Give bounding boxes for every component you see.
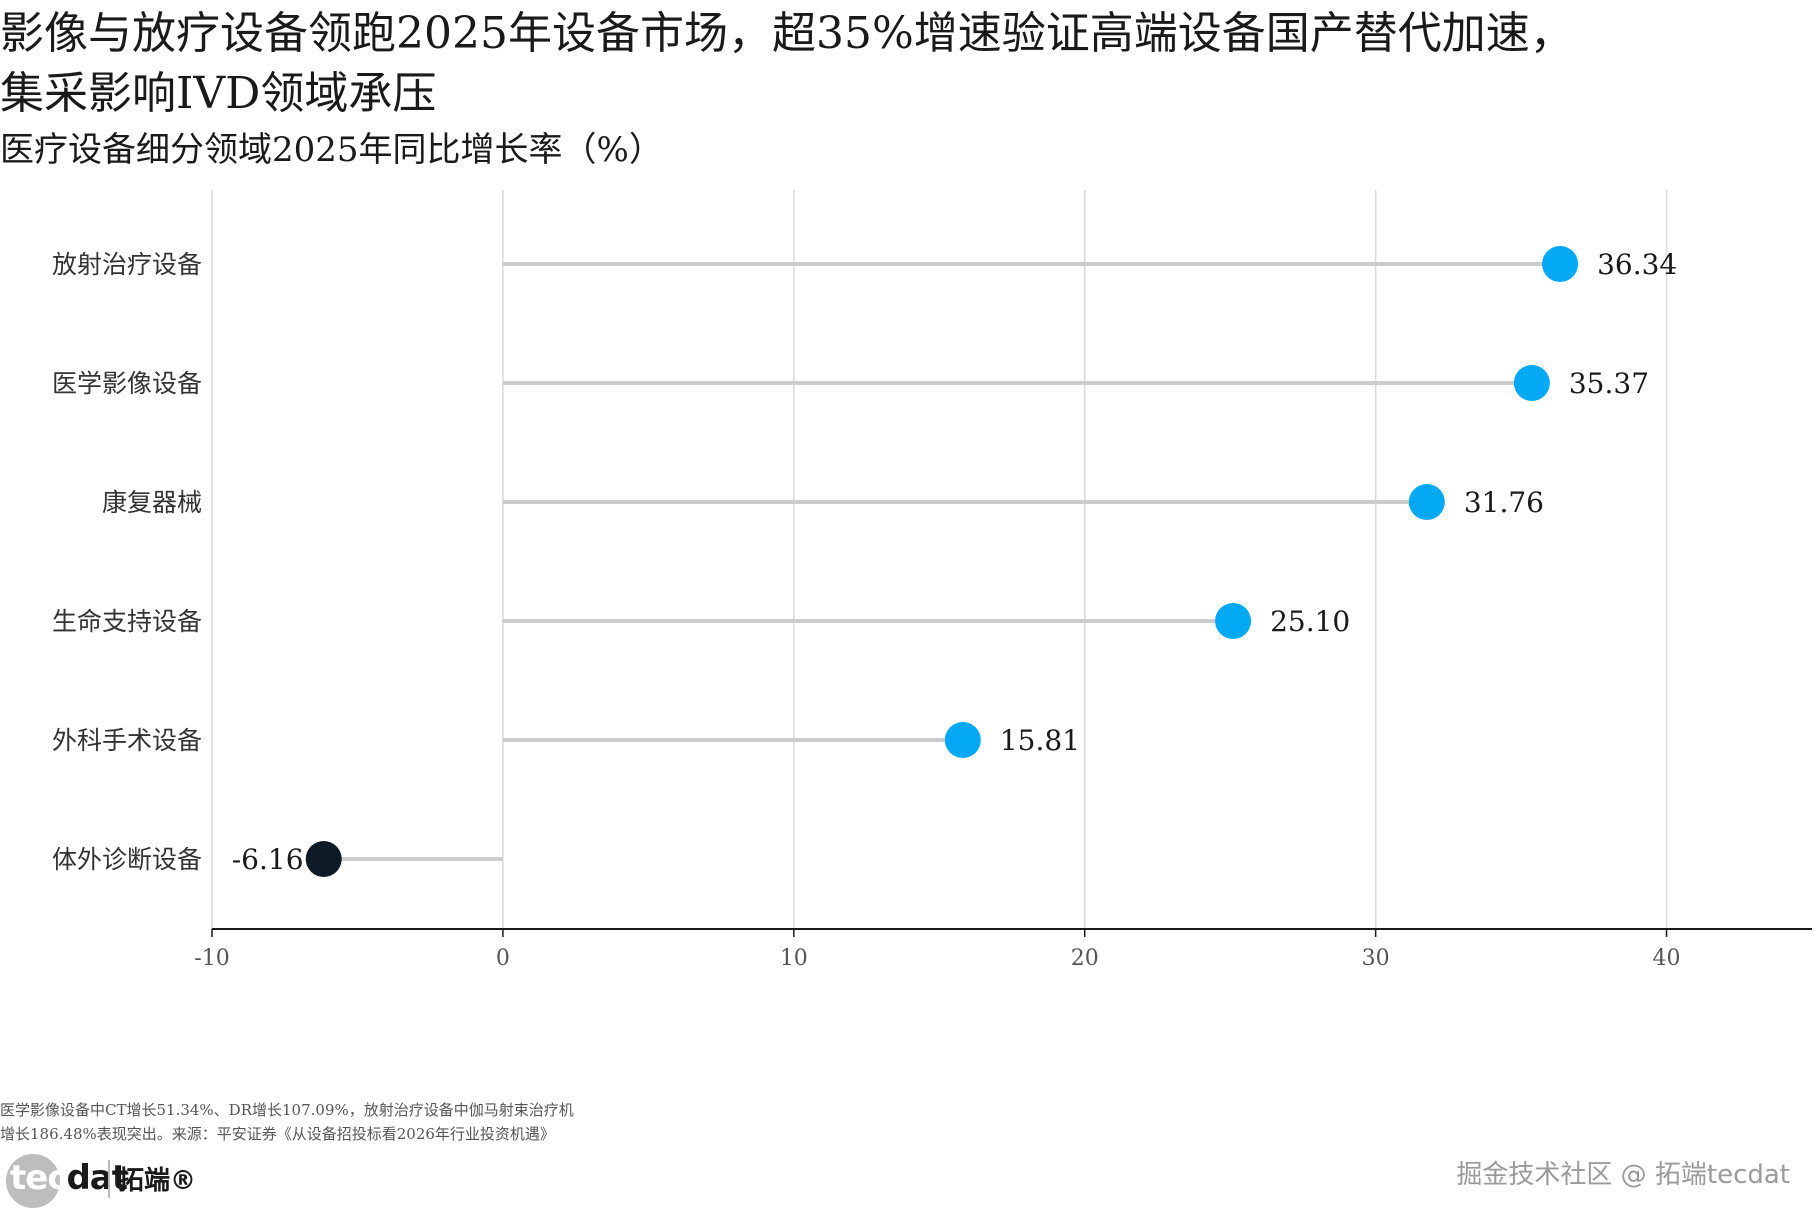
x-tick-label: 30 bbox=[1362, 946, 1390, 971]
chart-title-line-2: 集采影响IVD领域承压 bbox=[0, 68, 437, 119]
category-label: 医学影像设备 bbox=[52, 369, 202, 398]
logo-wordmark-tec: tec bbox=[10, 1158, 67, 1198]
category-label: 体外诊断设备 bbox=[52, 845, 202, 874]
x-tick-label: 10 bbox=[780, 946, 808, 971]
value-label: 35.37 bbox=[1569, 367, 1649, 400]
x-axis: -10 0 10 20 30 40 bbox=[194, 928, 1812, 971]
x-tick-label: 40 bbox=[1653, 946, 1681, 971]
grid-lines bbox=[211, 190, 1668, 929]
logo-circle bbox=[6, 1154, 60, 1208]
lollipop-dot bbox=[1408, 484, 1445, 520]
logo-wordmark: tecdat bbox=[10, 1158, 128, 1198]
lollipop-dot bbox=[1215, 603, 1252, 639]
lollipop-dot bbox=[944, 722, 981, 758]
source-note-line-1: 医学影像设备中CT增长51.34%、DR增长107.09%，放射治疗设备中伽马射… bbox=[0, 1101, 574, 1119]
value-label: 15.81 bbox=[1000, 724, 1080, 757]
lollipop-chart: -10 0 10 20 30 40 放射治疗设备 36.34 医学影像设备 35.37 康复器械 3… bbox=[52, 190, 1812, 971]
watermark: 掘金技术社区 @ 拓端tecdat bbox=[1456, 1160, 1790, 1190]
category-label: 康复器械 bbox=[102, 488, 202, 517]
logo-divider bbox=[108, 1160, 110, 1198]
logo-chinese-name: 拓端® bbox=[118, 1166, 197, 1196]
chart-title: 影像与放疗设备领跑2025年设备市场，超35%增速验证高端设备国产替代加速， 集… bbox=[0, 4, 1780, 124]
x-tick-label: 20 bbox=[1071, 946, 1099, 971]
lollipop-dot bbox=[1542, 246, 1579, 282]
logo-wordmark-dat: dat bbox=[66, 1158, 128, 1198]
value-label: 31.76 bbox=[1464, 486, 1544, 519]
chart-labels: 放射治疗设备 36.34 医学影像设备 35.37 康复器械 31.76 生命支持设备 25.… bbox=[52, 246, 1677, 877]
value-label: 36.34 bbox=[1597, 248, 1677, 281]
chart-title-line-1: 影像与放疗设备领跑2025年设备市场，超35%增速验证高端设备国产替代加速， bbox=[0, 8, 1574, 59]
source-note-line-2: 增长186.48%表现突出。来源：平安证券《从设备招投标看2026年行业投资机遇… bbox=[0, 1125, 555, 1143]
value-label: -6.16 bbox=[232, 843, 304, 876]
value-label: 25.10 bbox=[1270, 605, 1350, 638]
x-tick-label: 0 bbox=[496, 946, 510, 971]
category-label: 外科手术设备 bbox=[52, 726, 202, 755]
category-label: 生命支持设备 bbox=[52, 607, 202, 636]
source-note: 医学影像设备中CT增长51.34%、DR增长107.09%，放射治疗设备中伽马射… bbox=[0, 1098, 574, 1146]
chart-subtitle: 医疗设备细分领域2025年同比增长率（%） bbox=[0, 130, 663, 170]
x-tick-label: -10 bbox=[194, 946, 229, 971]
tecdat-logo: tecdat 拓端® bbox=[6, 1152, 206, 1208]
category-label: 放射治疗设备 bbox=[52, 250, 202, 279]
lollipop-stems bbox=[323, 262, 1561, 861]
lollipop-dot bbox=[305, 841, 342, 877]
lollipop-dot bbox=[1513, 365, 1550, 401]
